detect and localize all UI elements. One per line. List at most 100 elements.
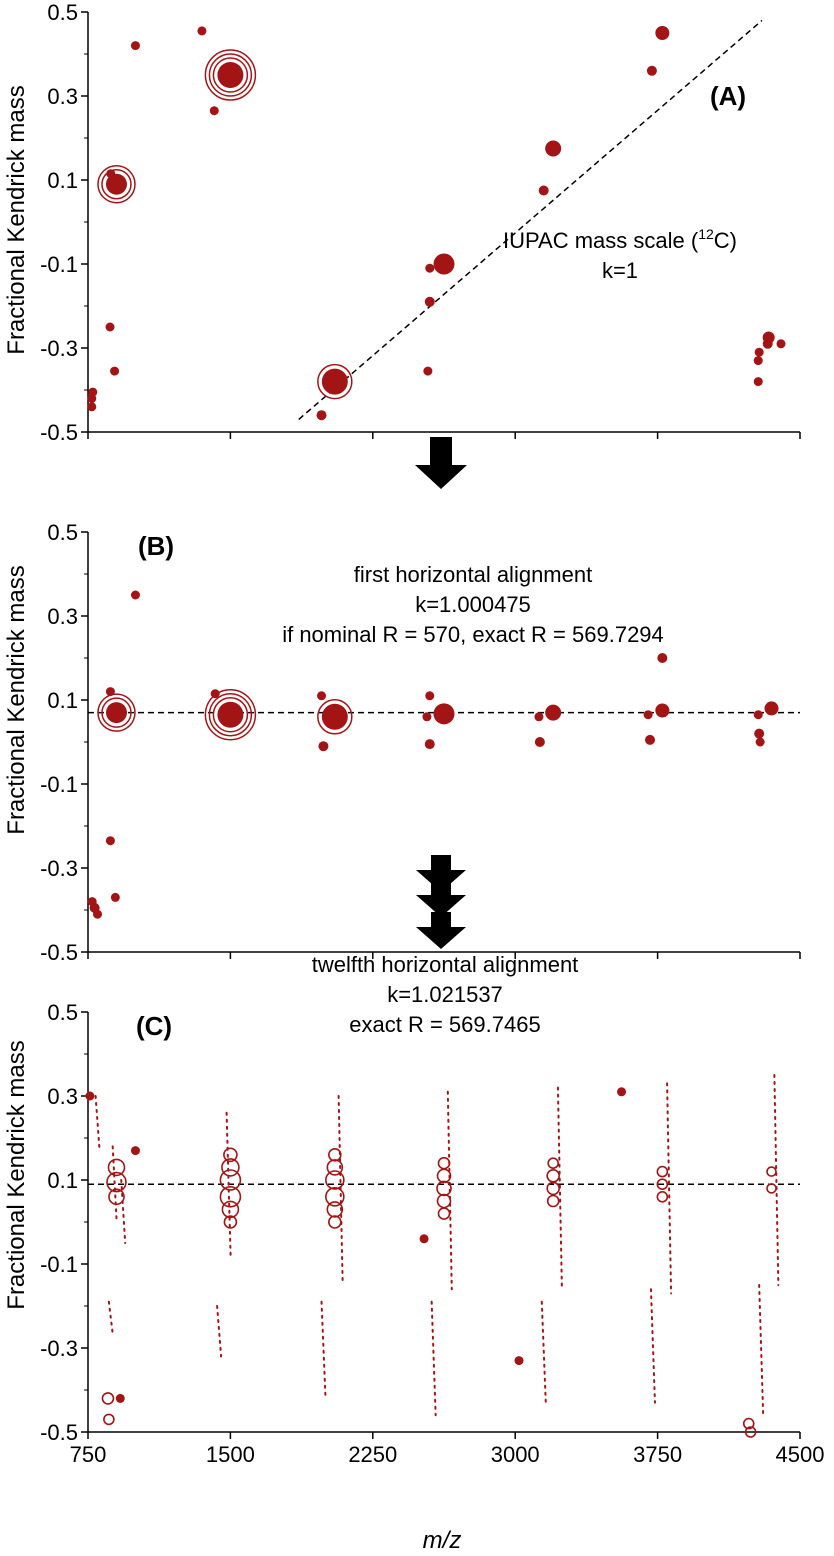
data-point xyxy=(326,1201,344,1218)
data-point-ring xyxy=(317,699,353,735)
data-point xyxy=(754,728,765,739)
data-point xyxy=(433,703,455,725)
data-point xyxy=(425,691,435,701)
arrow-b-to-c-1 xyxy=(416,855,466,892)
data-strand xyxy=(216,1305,223,1358)
data-strand xyxy=(94,1095,101,1152)
data-strand xyxy=(320,1300,327,1400)
arrow-a-to-b xyxy=(415,437,467,489)
data-strand xyxy=(773,1074,780,1286)
panel-b: Fractional Kendrick mass (B) first horiz… xyxy=(3,531,664,835)
data-point xyxy=(643,710,653,720)
y-tick-label: 0.5 xyxy=(47,0,78,25)
y-tick-label: 0.3 xyxy=(47,604,78,629)
data-point xyxy=(617,1087,627,1097)
y-tick-label: -0.3 xyxy=(40,1336,78,1361)
data-point xyxy=(776,339,786,349)
data-point xyxy=(85,1091,95,1101)
data-strand xyxy=(111,1145,118,1223)
data-point xyxy=(92,909,102,919)
panel-a-annotation-line2: k=1 xyxy=(602,258,638,283)
data-point xyxy=(115,1393,125,1403)
data-point xyxy=(107,1158,126,1177)
panel-a-annotation-part3: C) xyxy=(714,228,737,253)
data-point xyxy=(424,296,435,307)
data-strand xyxy=(540,1300,547,1404)
y-tick-label: -0.1 xyxy=(40,252,78,277)
data-point xyxy=(321,368,348,395)
data-point xyxy=(436,1180,452,1197)
panel-0-plot: 0.5 0.3 0.1 -0.1 -0.3 -0.5 xyxy=(40,0,801,445)
data-point xyxy=(655,703,670,718)
panel-a-annotation-part1: IUPAC mass scale ( xyxy=(503,228,699,253)
data-point xyxy=(321,703,348,730)
panel-c-annotation-line2: k=1.021537 xyxy=(387,982,503,1007)
data-point xyxy=(753,377,763,387)
data-point xyxy=(217,701,244,728)
data-point xyxy=(108,1188,125,1206)
x-tick-label: 3750 xyxy=(633,1442,682,1467)
data-point xyxy=(437,1156,451,1170)
data-point xyxy=(534,712,544,722)
data-point xyxy=(219,1186,242,1208)
data-point xyxy=(754,347,764,357)
data-point xyxy=(221,1158,240,1177)
panel-c-annotation-line1: twelfth horizontal alignment xyxy=(312,952,579,977)
data-point xyxy=(197,26,207,36)
y-tick-label: 0.1 xyxy=(47,168,78,193)
arrow-b-to-c-2 xyxy=(416,880,466,917)
panel-b-annotation-line2: k=1.000475 xyxy=(415,592,531,617)
y-tick-label: 0.5 xyxy=(47,1000,78,1025)
data-point xyxy=(545,140,562,157)
data-point-ring xyxy=(97,693,136,732)
y-tick-label: 0.1 xyxy=(47,688,78,713)
data-point xyxy=(328,1215,342,1229)
data-point-ring xyxy=(317,363,353,400)
data-point-ring xyxy=(208,53,253,97)
transition-arrows xyxy=(415,437,467,949)
panel-b-annotation-line1: first horizontal alignment xyxy=(354,562,592,587)
data-point xyxy=(210,689,220,699)
y-tick-label: 0.3 xyxy=(47,84,78,109)
data-strand xyxy=(225,1111,232,1257)
data-point xyxy=(130,590,140,600)
data-point xyxy=(546,1169,560,1183)
data-point-ring xyxy=(212,696,249,733)
data-point xyxy=(87,402,97,412)
data-point xyxy=(325,1170,345,1190)
panel-b-annotation-line3: if nominal R = 570, exact R = 569.7294 xyxy=(282,622,664,647)
x-tick-label: 750 xyxy=(70,1442,107,1467)
data-point xyxy=(766,1183,777,1194)
data-point xyxy=(88,387,98,397)
x-tick-label: 3000 xyxy=(491,1442,540,1467)
data-point xyxy=(762,338,773,349)
data-point xyxy=(547,1157,559,1169)
panel-c-ylabel: Fractional Kendrick mass xyxy=(3,1040,30,1309)
panel-a: Fractional Kendrick mass (A) IUPAC mass … xyxy=(3,81,746,355)
data-point xyxy=(221,1200,240,1219)
data-point xyxy=(130,41,140,51)
data-point xyxy=(645,734,656,745)
data-point xyxy=(130,1146,140,1156)
panel-1-plot: 0.5 0.3 0.1 -0.1 -0.3 -0.5 xyxy=(40,520,801,965)
data-point xyxy=(326,1159,344,1176)
data-point xyxy=(436,1168,452,1184)
data-point xyxy=(753,356,763,366)
y-tick-label: -0.5 xyxy=(40,420,78,445)
data-point xyxy=(764,701,779,716)
data-point xyxy=(106,169,116,179)
data-point xyxy=(437,1207,451,1220)
data-point-ring xyxy=(204,688,257,741)
x-tick-label: 1500 xyxy=(206,1442,255,1467)
data-point xyxy=(106,1171,127,1193)
data-point xyxy=(101,1392,115,1405)
panel-a-annotation-superscript: 12 xyxy=(698,226,714,242)
plot-layer: 0.5 0.3 0.1 -0.1 -0.3 -0.5 0.5 0.3 0.1 -0.1 -0.3 -0… xyxy=(40,0,824,1467)
y-tick-label: -0.3 xyxy=(40,856,78,881)
data-strand xyxy=(337,1095,344,1282)
data-point xyxy=(534,737,545,747)
data-point xyxy=(755,737,765,747)
data-point xyxy=(105,702,127,724)
data-point xyxy=(105,687,115,697)
